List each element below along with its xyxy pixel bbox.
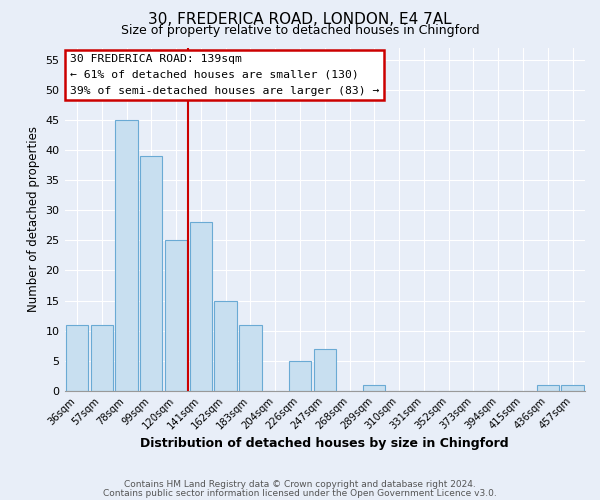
- Bar: [363, 385, 385, 391]
- Bar: [239, 324, 262, 391]
- Text: 30, FREDERICA ROAD, LONDON, E4 7AL: 30, FREDERICA ROAD, LONDON, E4 7AL: [148, 12, 452, 28]
- Y-axis label: Number of detached properties: Number of detached properties: [27, 126, 40, 312]
- Bar: [536, 385, 559, 391]
- Bar: [140, 156, 163, 391]
- Text: Contains HM Land Registry data © Crown copyright and database right 2024.: Contains HM Land Registry data © Crown c…: [124, 480, 476, 489]
- Bar: [91, 324, 113, 391]
- Bar: [115, 120, 137, 391]
- Text: Contains public sector information licensed under the Open Government Licence v3: Contains public sector information licen…: [103, 488, 497, 498]
- Bar: [289, 361, 311, 391]
- Text: Size of property relative to detached houses in Chingford: Size of property relative to detached ho…: [121, 24, 479, 37]
- Bar: [314, 349, 336, 391]
- Bar: [562, 385, 584, 391]
- Bar: [214, 300, 237, 391]
- Text: 30 FREDERICA ROAD: 139sqm
← 61% of detached houses are smaller (130)
39% of semi: 30 FREDERICA ROAD: 139sqm ← 61% of detac…: [70, 54, 379, 96]
- Bar: [66, 324, 88, 391]
- Bar: [190, 222, 212, 391]
- X-axis label: Distribution of detached houses by size in Chingford: Distribution of detached houses by size …: [140, 437, 509, 450]
- Bar: [165, 240, 187, 391]
